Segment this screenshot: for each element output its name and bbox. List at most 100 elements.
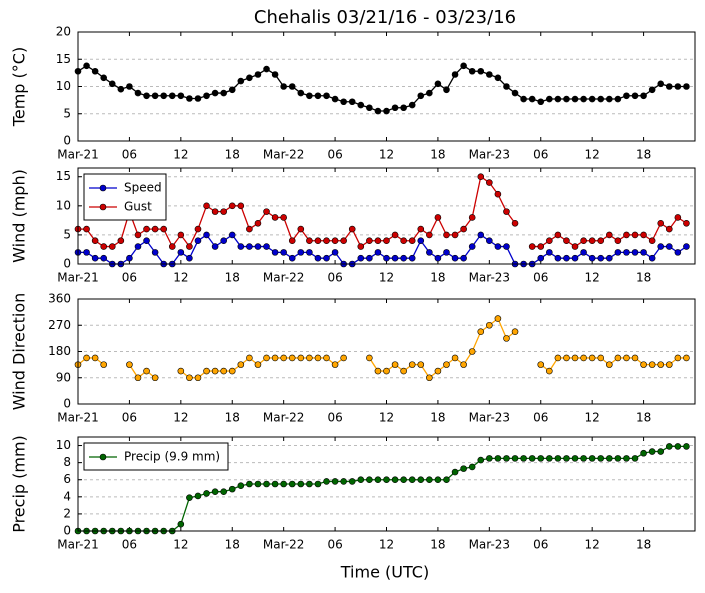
data-point	[357, 243, 365, 250]
data-point	[357, 254, 365, 262]
data-point	[263, 65, 270, 73]
data-point	[126, 254, 133, 262]
data-point	[477, 456, 485, 464]
data-point	[511, 455, 519, 462]
data-point	[563, 95, 570, 103]
legend-marker	[99, 453, 107, 461]
y-tick-label: 0	[63, 524, 71, 538]
data-point	[640, 249, 647, 256]
data-point	[254, 71, 262, 78]
data-point	[674, 249, 682, 256]
x-tick-label: 06	[327, 271, 342, 285]
data-point	[400, 476, 407, 484]
x-axis-label: Time (UTC)	[340, 563, 429, 582]
y-tick-label: 5	[63, 106, 71, 120]
data-point	[614, 455, 622, 462]
data-point	[306, 249, 313, 256]
data-point	[400, 254, 407, 262]
data-point	[297, 89, 305, 97]
data-point	[271, 354, 279, 362]
data-point	[683, 354, 690, 362]
data-point	[468, 463, 476, 471]
data-point	[263, 243, 270, 250]
data-point	[503, 335, 510, 342]
data-point	[580, 249, 587, 256]
data-point	[151, 92, 159, 100]
y-tick-label: 10	[56, 438, 71, 452]
data-point	[374, 367, 382, 375]
data-point	[503, 208, 510, 215]
data-point	[288, 83, 296, 90]
x-tick-label: 18	[225, 148, 240, 162]
data-point	[348, 98, 356, 106]
data-point	[468, 348, 476, 355]
x-tick-label: 12	[173, 148, 188, 162]
data-point	[631, 92, 639, 100]
data-point	[494, 315, 502, 322]
data-point	[228, 367, 236, 375]
data-point	[417, 361, 425, 368]
data-point	[366, 254, 373, 262]
data-point	[674, 214, 682, 221]
data-point	[571, 455, 579, 462]
data-point	[417, 237, 425, 245]
data-point	[408, 254, 416, 262]
data-point	[280, 354, 287, 362]
data-point	[606, 254, 613, 262]
data-point	[134, 243, 142, 250]
data-point	[571, 254, 579, 262]
data-point	[340, 237, 347, 245]
data-point	[580, 95, 587, 103]
data-point	[383, 254, 390, 262]
data-point	[426, 249, 433, 256]
data-point	[460, 225, 467, 233]
data-point	[614, 249, 622, 256]
data-point	[563, 354, 570, 362]
data-point	[648, 86, 656, 94]
data-point	[657, 448, 665, 455]
data-point	[588, 237, 596, 245]
data-point	[117, 237, 125, 245]
data-point	[374, 249, 382, 256]
data-point	[640, 449, 647, 457]
data-point	[194, 374, 202, 382]
data-point	[126, 361, 133, 368]
data-point	[220, 89, 227, 97]
data-point	[348, 225, 356, 233]
chart-title: Chehalis 03/21/16 - 03/23/16	[254, 7, 516, 28]
data-point	[426, 476, 433, 484]
legend-box	[83, 173, 167, 221]
data-point	[554, 455, 562, 462]
data-point	[640, 361, 647, 368]
data-point	[314, 92, 322, 100]
data-point	[400, 237, 407, 245]
data-point	[143, 92, 150, 100]
data-point	[580, 237, 587, 245]
data-point	[417, 92, 425, 100]
data-point	[100, 74, 108, 82]
data-point	[331, 361, 339, 368]
x-tick-label: Mar-22	[263, 148, 304, 162]
data-point	[554, 95, 562, 103]
x-tick-label: 12	[585, 411, 600, 425]
data-point	[400, 104, 407, 112]
y-axis-label: Wind Direction	[10, 293, 29, 411]
data-point	[177, 520, 185, 528]
x-tick-label: 18	[225, 271, 240, 285]
data-point	[306, 480, 313, 488]
data-point	[623, 455, 630, 462]
data-point	[374, 237, 382, 245]
data-point	[237, 77, 245, 85]
data-point	[391, 231, 399, 239]
data-point	[177, 249, 185, 256]
data-point	[83, 225, 90, 233]
x-tick-label: Mar-21	[57, 271, 98, 285]
data-point	[494, 74, 502, 82]
data-point	[554, 254, 562, 262]
data-point	[366, 476, 373, 484]
data-point	[306, 237, 313, 245]
data-point	[391, 361, 399, 368]
x-tick-label: Mar-23	[469, 538, 510, 552]
data-point	[288, 237, 296, 245]
